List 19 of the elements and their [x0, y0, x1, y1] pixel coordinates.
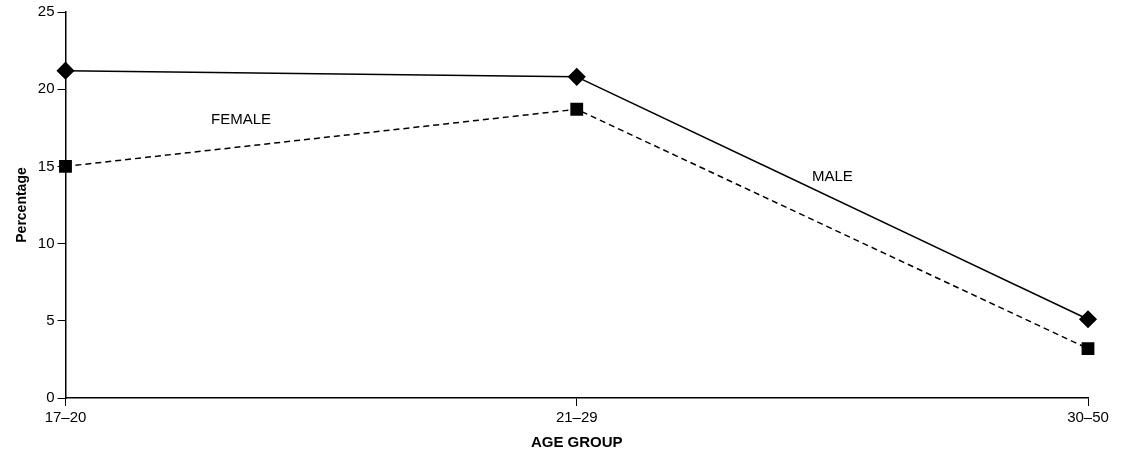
- x-axis-title: AGE GROUP: [530, 433, 623, 451]
- y-axis-title: Percentage: [13, 167, 30, 243]
- y-tick-label: 0: [46, 388, 55, 406]
- point: [1081, 342, 1095, 355]
- point: [567, 68, 586, 86]
- y-tick-label: 5: [46, 310, 55, 328]
- series-label: MALE: [811, 166, 853, 184]
- y-tick-label: 15: [37, 156, 55, 174]
- point: [570, 102, 584, 116]
- x-tick-label: 17–20: [44, 408, 87, 426]
- x-tick-label: 30–50: [1067, 408, 1109, 426]
- y-tick-label: 20: [37, 79, 55, 97]
- y-tick-label: 10: [37, 233, 55, 251]
- y-tick-label: 25: [37, 2, 55, 20]
- x-tick-label: 21–29: [555, 408, 598, 426]
- point: [59, 159, 72, 173]
- series-label: FEMALE: [211, 110, 272, 128]
- point: [56, 61, 75, 80]
- point: [1079, 310, 1097, 329]
